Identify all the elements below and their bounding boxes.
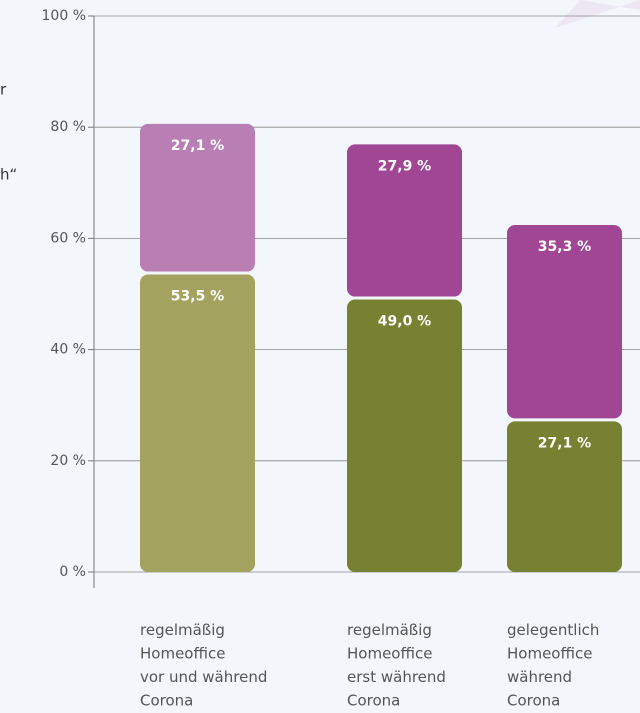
value-label: 35,3 % [538, 239, 591, 255]
bar-segment [347, 299, 462, 572]
y-tick-label: 60 % [50, 230, 86, 246]
bar-segment [347, 144, 462, 297]
value-label: 27,1 % [171, 138, 224, 154]
bar-segment [507, 225, 622, 419]
value-label: 49,0 % [378, 314, 431, 330]
bar-segment [507, 421, 622, 572]
y-tick-label: 0 % [59, 564, 86, 580]
bar-segment [140, 274, 255, 572]
x-tick-label: regelmäßig Homeoffice vor und während Coron… [140, 621, 267, 710]
decoration [555, 0, 640, 28]
x-tick-label: regelmäßig Homeoffice erst während Corona [347, 621, 446, 710]
y-tick-label: 100 % [42, 8, 86, 24]
y-tick-label: 20 % [50, 453, 86, 469]
cropped-text: h“ [0, 166, 17, 184]
value-label: 27,9 % [378, 158, 431, 174]
cropped-text: r [0, 81, 7, 99]
y-tick-label: 80 % [50, 119, 86, 135]
value-label: 27,1 % [538, 435, 591, 451]
y-tick-label: 40 % [50, 342, 86, 358]
bar-segment [140, 123, 255, 272]
value-label: 53,5 % [171, 289, 224, 305]
x-tick-label: gelegentlich Homeoffice während Corona [507, 621, 599, 710]
